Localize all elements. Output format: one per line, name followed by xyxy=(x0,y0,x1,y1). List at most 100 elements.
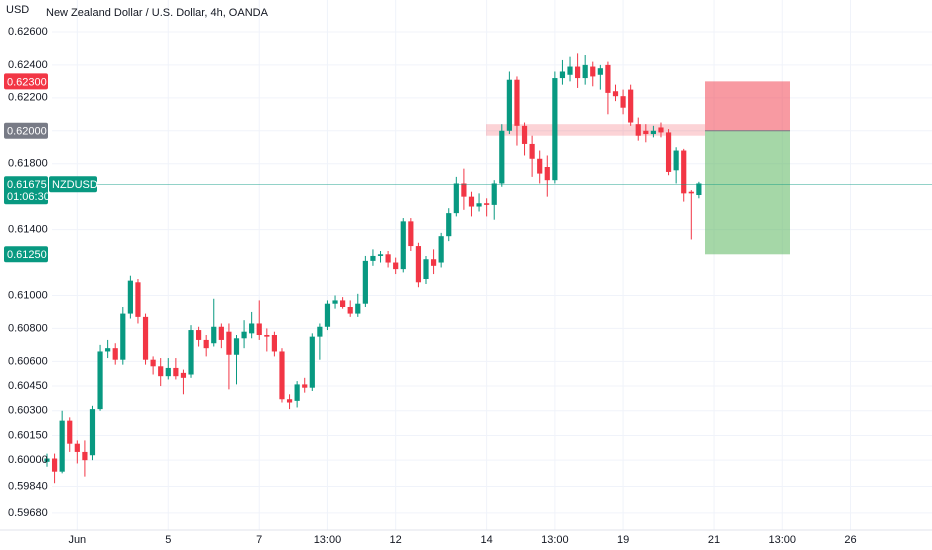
candle-body xyxy=(370,255,376,261)
candle-body xyxy=(135,282,141,317)
candle-body xyxy=(506,79,512,131)
candle-body xyxy=(264,334,270,337)
symbol-label: NZDUSD xyxy=(52,179,98,191)
price-badge xyxy=(4,246,48,263)
candle-body xyxy=(294,384,300,401)
candle-body xyxy=(393,262,399,270)
y-tick-label: 0.60000 xyxy=(8,454,48,466)
candle-body xyxy=(537,158,543,174)
candle-body xyxy=(559,71,566,79)
candle-body xyxy=(491,183,497,205)
price-badge xyxy=(4,122,48,139)
symbol-badge xyxy=(49,176,97,193)
candle-body xyxy=(688,191,694,194)
countdown-label: 01:06:30 xyxy=(7,191,50,203)
candle-body xyxy=(218,326,224,340)
candle-body xyxy=(552,78,558,181)
y-tick-label: 0.60150 xyxy=(8,429,48,441)
candle-body xyxy=(681,150,687,194)
current-badge xyxy=(4,176,48,205)
candle-body xyxy=(650,130,656,135)
x-tick-label: 7 xyxy=(256,534,262,546)
price-badge-label: 0.62000 xyxy=(7,126,47,138)
candle-body xyxy=(665,132,672,172)
candle-body xyxy=(44,458,50,462)
y-tick-label: 0.60800 xyxy=(8,322,48,334)
x-tick-label: 14 xyxy=(481,534,493,546)
candle-body xyxy=(51,458,58,472)
candle-body xyxy=(499,130,505,184)
x-tick-label: 21 xyxy=(708,534,720,546)
candle-body xyxy=(529,143,535,159)
candle-body xyxy=(544,167,550,181)
candle-body xyxy=(597,68,603,75)
candle-body xyxy=(476,203,482,207)
candle-body xyxy=(188,330,194,375)
candle-body xyxy=(233,338,240,355)
axes: 0.62600 0.62400 0.62200 0.62000 0.61800 0.614… xyxy=(0,26,932,546)
candle-body xyxy=(211,326,217,344)
candle-body xyxy=(158,366,164,377)
y-tick-label: 0.61800 xyxy=(8,158,48,170)
x-tick-label: Jun xyxy=(68,534,86,546)
candle-body xyxy=(658,127,664,133)
candle-body xyxy=(59,420,65,472)
candle-body xyxy=(628,89,634,123)
candle-body xyxy=(423,259,429,279)
candle-body xyxy=(575,66,581,79)
candle-body xyxy=(150,359,156,367)
y-tick-label: 0.62200 xyxy=(8,92,48,104)
candle-body xyxy=(324,303,331,327)
x-tick-label: 13:00 xyxy=(768,534,796,546)
candle-body xyxy=(165,367,171,377)
candle-body xyxy=(673,150,679,171)
candle-body xyxy=(89,409,96,456)
y-tick-label: 0.62400 xyxy=(8,59,48,71)
candle-body xyxy=(82,451,88,461)
price-badge-label: 0.62300 xyxy=(7,76,47,88)
candle-body xyxy=(203,339,209,349)
candle-body xyxy=(347,306,353,314)
candle-body xyxy=(590,66,596,77)
candle-body xyxy=(74,443,80,452)
candle-body xyxy=(112,348,118,360)
candle-body xyxy=(286,399,293,403)
candle-body xyxy=(446,213,452,237)
y-tick-label: 0.61000 xyxy=(8,289,48,301)
candle-body xyxy=(271,334,277,352)
candle-body xyxy=(226,331,232,355)
candle-body xyxy=(612,91,619,97)
candle-body xyxy=(142,316,149,360)
grid xyxy=(52,0,932,530)
candle-body xyxy=(484,203,490,205)
candle-body xyxy=(67,420,73,444)
y-tick-label: 0.59840 xyxy=(8,480,48,492)
candle-body xyxy=(196,330,202,340)
candle-body xyxy=(332,300,338,304)
y-tick-label: 0.59680 xyxy=(8,507,48,519)
candle-body xyxy=(127,280,133,314)
candle-body xyxy=(453,183,459,214)
candle-body xyxy=(521,125,528,144)
plot xyxy=(44,53,932,484)
candle-body xyxy=(309,336,315,388)
candle-body xyxy=(317,326,323,337)
candle-body xyxy=(643,130,649,135)
candle-body xyxy=(605,64,611,93)
candle-body xyxy=(355,303,361,314)
y-tick-label: 0.60600 xyxy=(8,355,48,367)
candle-body xyxy=(241,331,247,339)
candle-body xyxy=(430,259,437,266)
unit-label: USD xyxy=(6,4,29,16)
loss-area xyxy=(705,130,790,255)
y-tick-label: 0.60300 xyxy=(8,405,48,417)
x-tick-label: 19 xyxy=(617,534,629,546)
x-tick-label: 26 xyxy=(844,534,856,546)
profit-area xyxy=(705,81,790,131)
candle-body xyxy=(302,384,308,388)
y-tick-label: 0.60450 xyxy=(8,380,48,392)
price-badge-label: 0.61250 xyxy=(7,249,47,261)
candle-body xyxy=(249,323,255,334)
